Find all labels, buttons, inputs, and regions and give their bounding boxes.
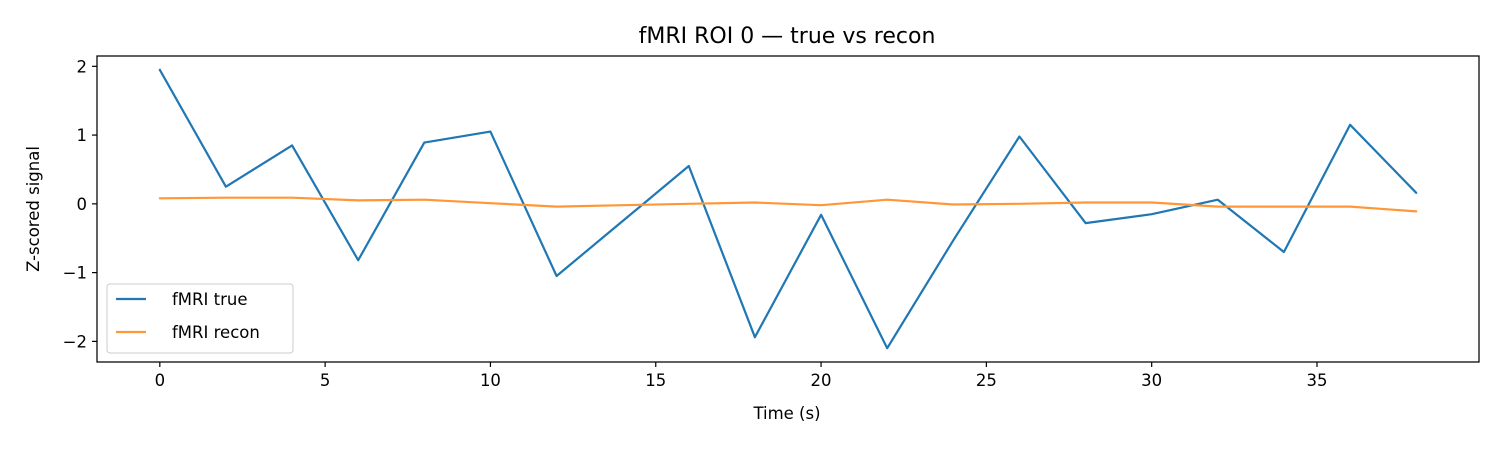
x-axis: 0 5 10 15 20 25 30 35 [155,362,1327,390]
legend-box [106,283,294,354]
legend-label-fmri-true: fMRI true [172,290,247,309]
plot-area [158,68,1418,350]
x-tick-label: 10 [480,371,501,390]
y-tick-label: 1 [77,126,88,145]
x-tick-label: 20 [811,371,832,390]
x-tick-label: 35 [1306,371,1327,390]
chart-title: fMRI ROI 0 — true vs recon [639,24,936,49]
y-tick-label: −2 [63,332,87,351]
y-axis: −2 −1 0 1 2 [63,57,97,351]
series-line-fmri-recon [158,196,1418,213]
y-tick-label: 0 [77,195,88,214]
x-tick-label: 25 [976,371,997,390]
legend-label-fmri-recon: fMRI recon [172,323,260,342]
x-tick-label: 0 [155,371,166,390]
x-axis-label: Time (s) [752,404,820,423]
axes-frame [96,55,1480,363]
y-tick-label: −1 [63,264,87,283]
series-line-fmri-true [158,68,1418,350]
y-tick-label: 2 [77,57,88,76]
y-axis-label: Z-scored signal [24,146,43,272]
x-tick-label: 30 [1141,371,1162,390]
x-tick-label: 5 [320,371,331,390]
legend: fMRI true fMRI recon [106,283,294,354]
x-tick-label: 15 [645,371,666,390]
